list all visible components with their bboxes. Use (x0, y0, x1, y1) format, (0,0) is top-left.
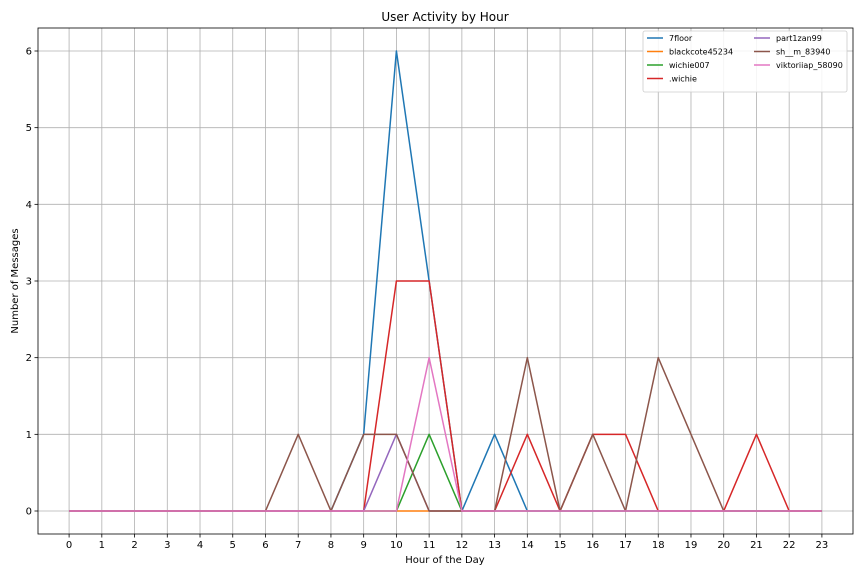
legend-label-wichie007: wichie007 (669, 61, 710, 70)
x-tick-label: 14 (521, 540, 534, 551)
y-tick-label: 2 (26, 353, 32, 364)
x-tick-label: 0 (66, 540, 72, 551)
x-tick-label: 6 (262, 540, 268, 551)
chart-title: User Activity by Hour (381, 10, 508, 24)
x-tick-label: 11 (423, 540, 436, 551)
legend-label-wichie: .wichie (669, 75, 697, 84)
legend: 7floor blackcote45234 wichie007 .wichie part… (642, 30, 848, 93)
legend-label-7floor: 7floor (669, 34, 693, 43)
x-tick-label: 21 (750, 540, 763, 551)
y-tick-label: 6 (26, 47, 32, 58)
legend-label-sh-m-83940: sh__m_83940 (776, 48, 830, 57)
x-tick-label: 10 (390, 540, 403, 551)
y-tick-label: 4 (26, 200, 32, 211)
y-tick-label: 5 (26, 123, 32, 134)
x-tick-label: 23 (816, 540, 829, 551)
x-tick-label: 17 (619, 540, 632, 551)
x-tick-label: 1 (99, 540, 105, 551)
x-tick-label: 2 (131, 540, 137, 551)
y-axis-label: Number of Messages (10, 228, 21, 333)
x-tick-label: 4 (197, 540, 203, 551)
x-tick-label: 8 (328, 540, 334, 551)
x-tick-label: 5 (230, 540, 236, 551)
y-tick-label: 3 (26, 277, 32, 288)
legend-label-blackcote45234: blackcote45234 (669, 48, 733, 57)
x-tick-label: 9 (360, 540, 366, 551)
x-tick-label: 12 (455, 540, 468, 551)
x-tick-label: 22 (783, 540, 796, 551)
y-axis-ticks: 0 1 2 3 4 5 6 (26, 47, 38, 518)
x-tick-label: 18 (652, 540, 665, 551)
x-tick-label: 16 (586, 540, 599, 551)
series-lines (69, 50, 822, 512)
y-tick-label: 1 (26, 430, 32, 441)
x-tick-label: 7 (295, 540, 301, 551)
x-tick-label: 15 (554, 540, 567, 551)
y-tick-label: 0 (26, 507, 32, 518)
legend-label-viktoriiap-58090: viktoriiap_58090 (776, 61, 843, 70)
x-tick-label: 3 (164, 540, 170, 551)
x-tick-label: 19 (685, 540, 698, 551)
legend-box (642, 30, 848, 93)
x-tick-label: 13 (488, 540, 501, 551)
legend-label-part1zan99: part1zan99 (776, 34, 822, 43)
x-axis-label: Hour of the Day (405, 555, 485, 566)
series-line-viktoriiap-58090 (69, 356, 822, 512)
x-axis-ticks: 0 1 2 3 4 5 6 7 8 9 10 11 12 13 14 15 16 17 18 19 20 21 22 23 (66, 534, 828, 551)
x-tick-label: 20 (717, 540, 730, 551)
